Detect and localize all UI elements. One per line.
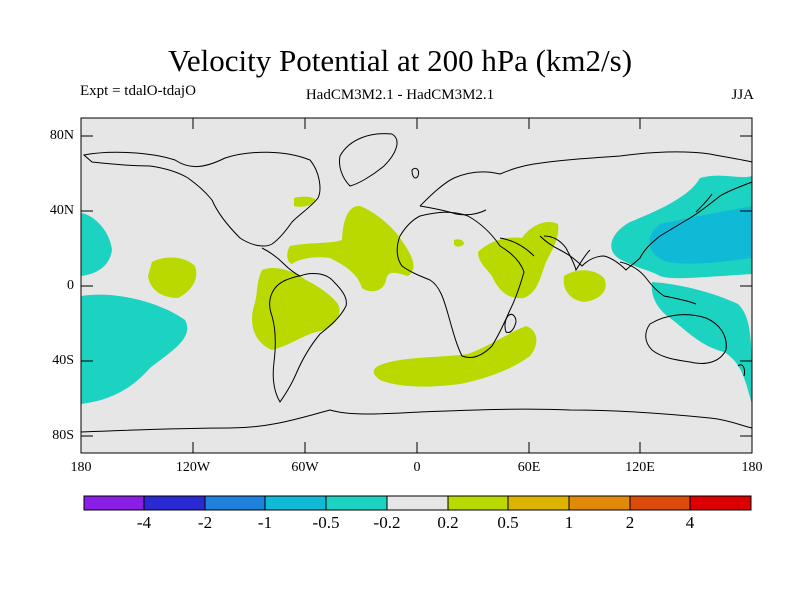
coastline-antarctica — [80, 408, 753, 433]
lon-label-180-east: 180 — [741, 460, 763, 475]
coastline-southeast-asia — [619, 261, 697, 305]
colorbar-box-5 — [325, 495, 388, 511]
coastline-north-america — [82, 151, 321, 247]
lon-label-60w: 60W — [291, 460, 319, 475]
map-background — [81, 118, 752, 453]
coastline-arabia-india — [499, 235, 591, 272]
coastline-madagascar — [504, 313, 517, 333]
colorbar-label-8: 1 — [564, 513, 574, 532]
negative-core-region — [649, 206, 752, 264]
experiment-label: Expt = tdalO-tdajO — [80, 83, 196, 99]
colorbar-label-7: 0.5 — [497, 513, 519, 532]
colorbar — [83, 495, 752, 511]
positive-region-south-atlantic-indian — [373, 326, 537, 387]
lon-label-120e: 120E — [625, 460, 655, 475]
lon-label-60e: 60E — [517, 460, 541, 475]
lat-ticks — [81, 135, 752, 437]
coastline-africa — [396, 211, 525, 359]
coastline-mediterranean — [419, 205, 487, 216]
colorbar-box-1 — [83, 495, 145, 511]
colorbar-box-2 — [143, 495, 206, 511]
colorbar-box-8 — [507, 495, 570, 511]
coastline-japan — [695, 193, 713, 213]
map-title: Velocity Potential at 200 hPa (km2/s) — [167, 43, 633, 78]
positive-region-atlantic-africa — [287, 205, 414, 292]
lon-ticks — [192, 118, 641, 453]
colorbar-label-3: -1 — [257, 513, 273, 532]
positive-region-gulf-small — [294, 196, 316, 207]
colorbar-box-3 — [204, 495, 266, 511]
colorbar-label-1: -4 — [136, 513, 152, 532]
season-label: JJA — [731, 87, 754, 103]
lon-label-120w: 120W — [175, 460, 211, 475]
positive-region-indian-ocean — [563, 270, 606, 302]
colorbar-box-6 — [386, 495, 449, 511]
positive-region-mediterranean-small — [454, 239, 464, 247]
coastline-new-zealand — [737, 364, 745, 377]
colorbar-box-11 — [689, 495, 752, 511]
negative-region-maritime-continent — [651, 282, 752, 404]
lat-label-80s: 80S — [52, 428, 74, 443]
model-comparison-label: HadCM3M2.1 - HadCM3M2.1 — [305, 87, 495, 103]
coastline-south-america — [269, 273, 347, 403]
negative-region-south-pacific — [81, 294, 188, 404]
lat-label-40n: 40N — [49, 203, 74, 218]
colorbar-label-4: -0.5 — [312, 513, 340, 532]
colorbar-label-9: 2 — [625, 513, 635, 532]
colorbar-label-5: -0.2 — [373, 513, 401, 532]
positive-region-south-america — [252, 268, 340, 350]
colorbar-box-10 — [629, 495, 691, 511]
coastline-australia — [645, 314, 727, 364]
colorbar-label-10: 4 — [685, 513, 695, 532]
coastline-british-isles — [411, 167, 419, 179]
positive-region-central-pacific — [148, 257, 197, 298]
positive-region-east-africa — [478, 221, 559, 299]
lat-label-80n: 80N — [49, 128, 74, 143]
lat-label-40s: 40S — [52, 353, 74, 368]
colorbar-label-2: -2 — [197, 513, 213, 532]
colorbar-box-4 — [264, 495, 327, 511]
coastline-europe-asia — [419, 151, 753, 271]
coastlines — [80, 133, 753, 433]
coastline-greenland — [339, 133, 398, 187]
anomaly-shading — [81, 175, 752, 404]
negative-region-north-pacific-west — [81, 213, 112, 276]
lon-label-180-west: 180 — [70, 460, 92, 475]
lon-label-0: 0 — [413, 460, 421, 475]
colorbar-box-7 — [447, 495, 509, 511]
colorbar-label-6: 0.2 — [437, 513, 459, 532]
lat-label-equator: 0 — [67, 278, 74, 293]
coastline-central-america — [261, 247, 301, 277]
colorbar-box-9 — [568, 495, 631, 511]
